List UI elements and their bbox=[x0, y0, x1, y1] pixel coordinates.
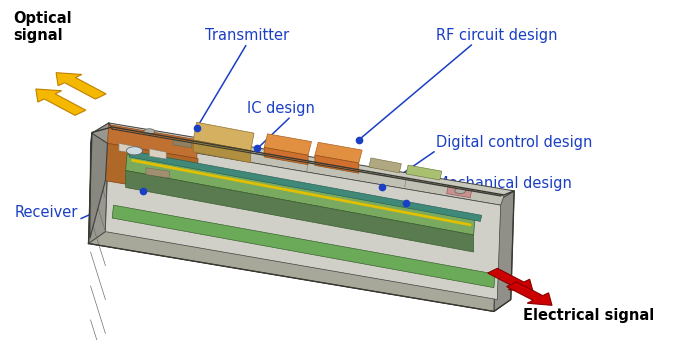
Polygon shape bbox=[106, 138, 501, 299]
Polygon shape bbox=[315, 155, 359, 173]
Polygon shape bbox=[315, 142, 362, 163]
Text: Mechanical design: Mechanical design bbox=[437, 176, 572, 191]
Text: Electrical signal: Electrical signal bbox=[523, 308, 654, 323]
Text: Transmitter: Transmitter bbox=[205, 28, 289, 43]
Polygon shape bbox=[494, 191, 514, 311]
Polygon shape bbox=[108, 125, 198, 159]
Text: Receiver: Receiver bbox=[14, 205, 78, 220]
Polygon shape bbox=[369, 158, 401, 173]
Circle shape bbox=[127, 147, 143, 155]
Polygon shape bbox=[264, 147, 308, 165]
Text: Optical
signal: Optical signal bbox=[13, 11, 72, 43]
FancyArrow shape bbox=[36, 89, 86, 115]
Polygon shape bbox=[119, 143, 136, 153]
Polygon shape bbox=[109, 129, 504, 205]
FancyArrow shape bbox=[506, 282, 552, 305]
Polygon shape bbox=[129, 151, 482, 221]
Polygon shape bbox=[217, 146, 237, 155]
Text: IC design: IC design bbox=[247, 101, 315, 116]
Polygon shape bbox=[89, 232, 510, 311]
FancyArrow shape bbox=[487, 268, 533, 292]
Polygon shape bbox=[126, 170, 474, 252]
Polygon shape bbox=[193, 122, 254, 151]
Polygon shape bbox=[90, 133, 108, 238]
Text: RF circuit design: RF circuit design bbox=[437, 28, 558, 43]
FancyArrow shape bbox=[56, 73, 106, 99]
Circle shape bbox=[455, 188, 466, 194]
Text: Digital control design: Digital control design bbox=[437, 135, 593, 150]
Polygon shape bbox=[150, 149, 167, 159]
Polygon shape bbox=[89, 123, 109, 243]
Circle shape bbox=[144, 129, 155, 134]
Polygon shape bbox=[89, 133, 498, 311]
Polygon shape bbox=[406, 165, 442, 180]
Polygon shape bbox=[126, 154, 475, 235]
Polygon shape bbox=[146, 168, 170, 178]
Polygon shape bbox=[264, 134, 311, 155]
Polygon shape bbox=[92, 123, 514, 201]
Polygon shape bbox=[447, 187, 472, 198]
Polygon shape bbox=[106, 143, 198, 196]
Polygon shape bbox=[193, 140, 250, 163]
Polygon shape bbox=[112, 205, 496, 288]
Polygon shape bbox=[173, 139, 192, 148]
